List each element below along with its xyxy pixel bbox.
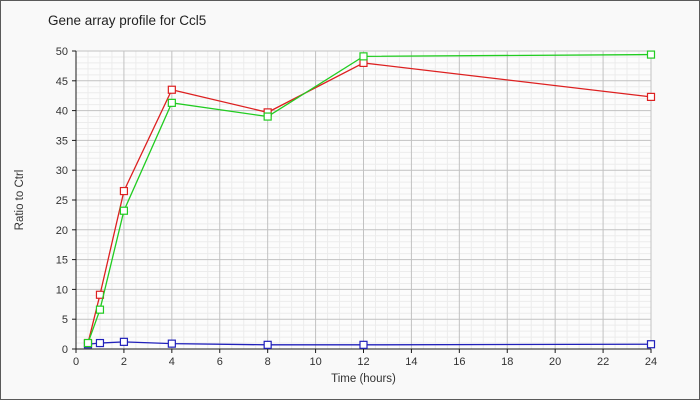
red-series-marker (359, 58, 368, 68)
y-axis-ticks: 0 5 10 15 20 25 30 35 40 45 50 (56, 46, 76, 356)
x-tick-label: 4 (169, 356, 175, 368)
x-tick-label: 10 (309, 356, 321, 368)
x-tick-label: 0 (73, 356, 79, 368)
x-axis-ticks: 0 2 4 6 8 10 12 14 16 18 20 22 24 (73, 349, 657, 368)
x-tick-label: 18 (501, 356, 513, 368)
y-tick-label: 25 (56, 195, 68, 207)
x-tick-label: 2 (121, 356, 127, 368)
red-series-marker (167, 85, 176, 94)
green-series-marker (359, 52, 368, 61)
y-tick-label: 50 (56, 46, 68, 58)
y-axis-label: Ratio to Ctrl (14, 170, 26, 231)
y-tick-label: 0 (62, 344, 68, 356)
red-series-marker (646, 92, 656, 101)
y-tick-label: 30 (56, 165, 68, 177)
blue-series-marker (119, 337, 129, 346)
blue-series-marker (359, 340, 368, 349)
y-tick-label: 35 (56, 135, 68, 147)
green-series-marker (119, 206, 129, 215)
y-tick-label: 40 (56, 106, 68, 118)
x-tick-label: 16 (453, 356, 465, 368)
major-gridlines (76, 50, 652, 349)
y-tick-label: 20 (56, 225, 68, 237)
green-series-marker (83, 338, 93, 348)
green-series-marker (646, 50, 656, 59)
green-series-marker (95, 305, 105, 314)
y-tick-label: 45 (56, 76, 68, 88)
x-tick-label: 14 (405, 356, 417, 368)
x-tick-label: 6 (217, 356, 223, 368)
green-series-marker (167, 98, 176, 107)
blue-series-marker (263, 340, 272, 349)
x-tick-label: 12 (357, 356, 369, 368)
chart-title: Gene array profile for Ccl5 (48, 13, 207, 28)
red-series-marker (119, 186, 129, 196)
x-tick-label: 8 (265, 356, 271, 368)
y-tick-label: 5 (62, 314, 68, 326)
x-axis-label: Time (hours) (331, 373, 396, 385)
x-tick-label: 22 (597, 356, 609, 368)
y-tick-label: 15 (56, 255, 68, 267)
blue-series-marker (95, 338, 105, 348)
x-tick-label: 20 (549, 356, 561, 368)
x-tick-label: 24 (645, 356, 657, 368)
blue-series-marker (646, 340, 656, 349)
green-series-marker (263, 112, 272, 121)
y-tick-label: 10 (56, 284, 68, 296)
green-series (83, 50, 656, 348)
blue-series-marker (167, 339, 176, 348)
